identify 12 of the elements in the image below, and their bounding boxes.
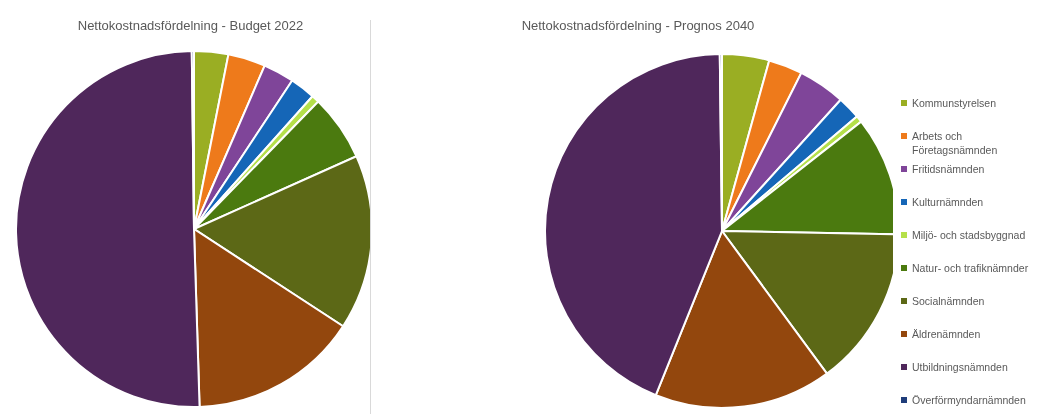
legend-label: Arbets och Företagsnämnden [912,129,999,157]
legend-label: Överförmyndarnämnden [912,393,1027,407]
legend-label: Äldrenämnden [912,327,982,341]
legend-label: Kommunstyrelsen [912,96,998,110]
legend-label: Utbildningsnämnden [912,360,1009,374]
chart-title: Nettokostnadsfördelning - Prognos 2040 [520,18,756,33]
legend-label: Natur- och trafiknämnder [912,261,1030,275]
legend-label: Kulturnämnden [912,195,985,209]
legend-label: Fritidsnämnden [912,162,986,176]
legend-label: Miljö- och stadsbyggnad [912,228,1027,242]
legend-label: Socialnämnden [912,294,986,308]
chart-title: Nettokostnadsfördelning - Budget 2022 [76,18,305,33]
